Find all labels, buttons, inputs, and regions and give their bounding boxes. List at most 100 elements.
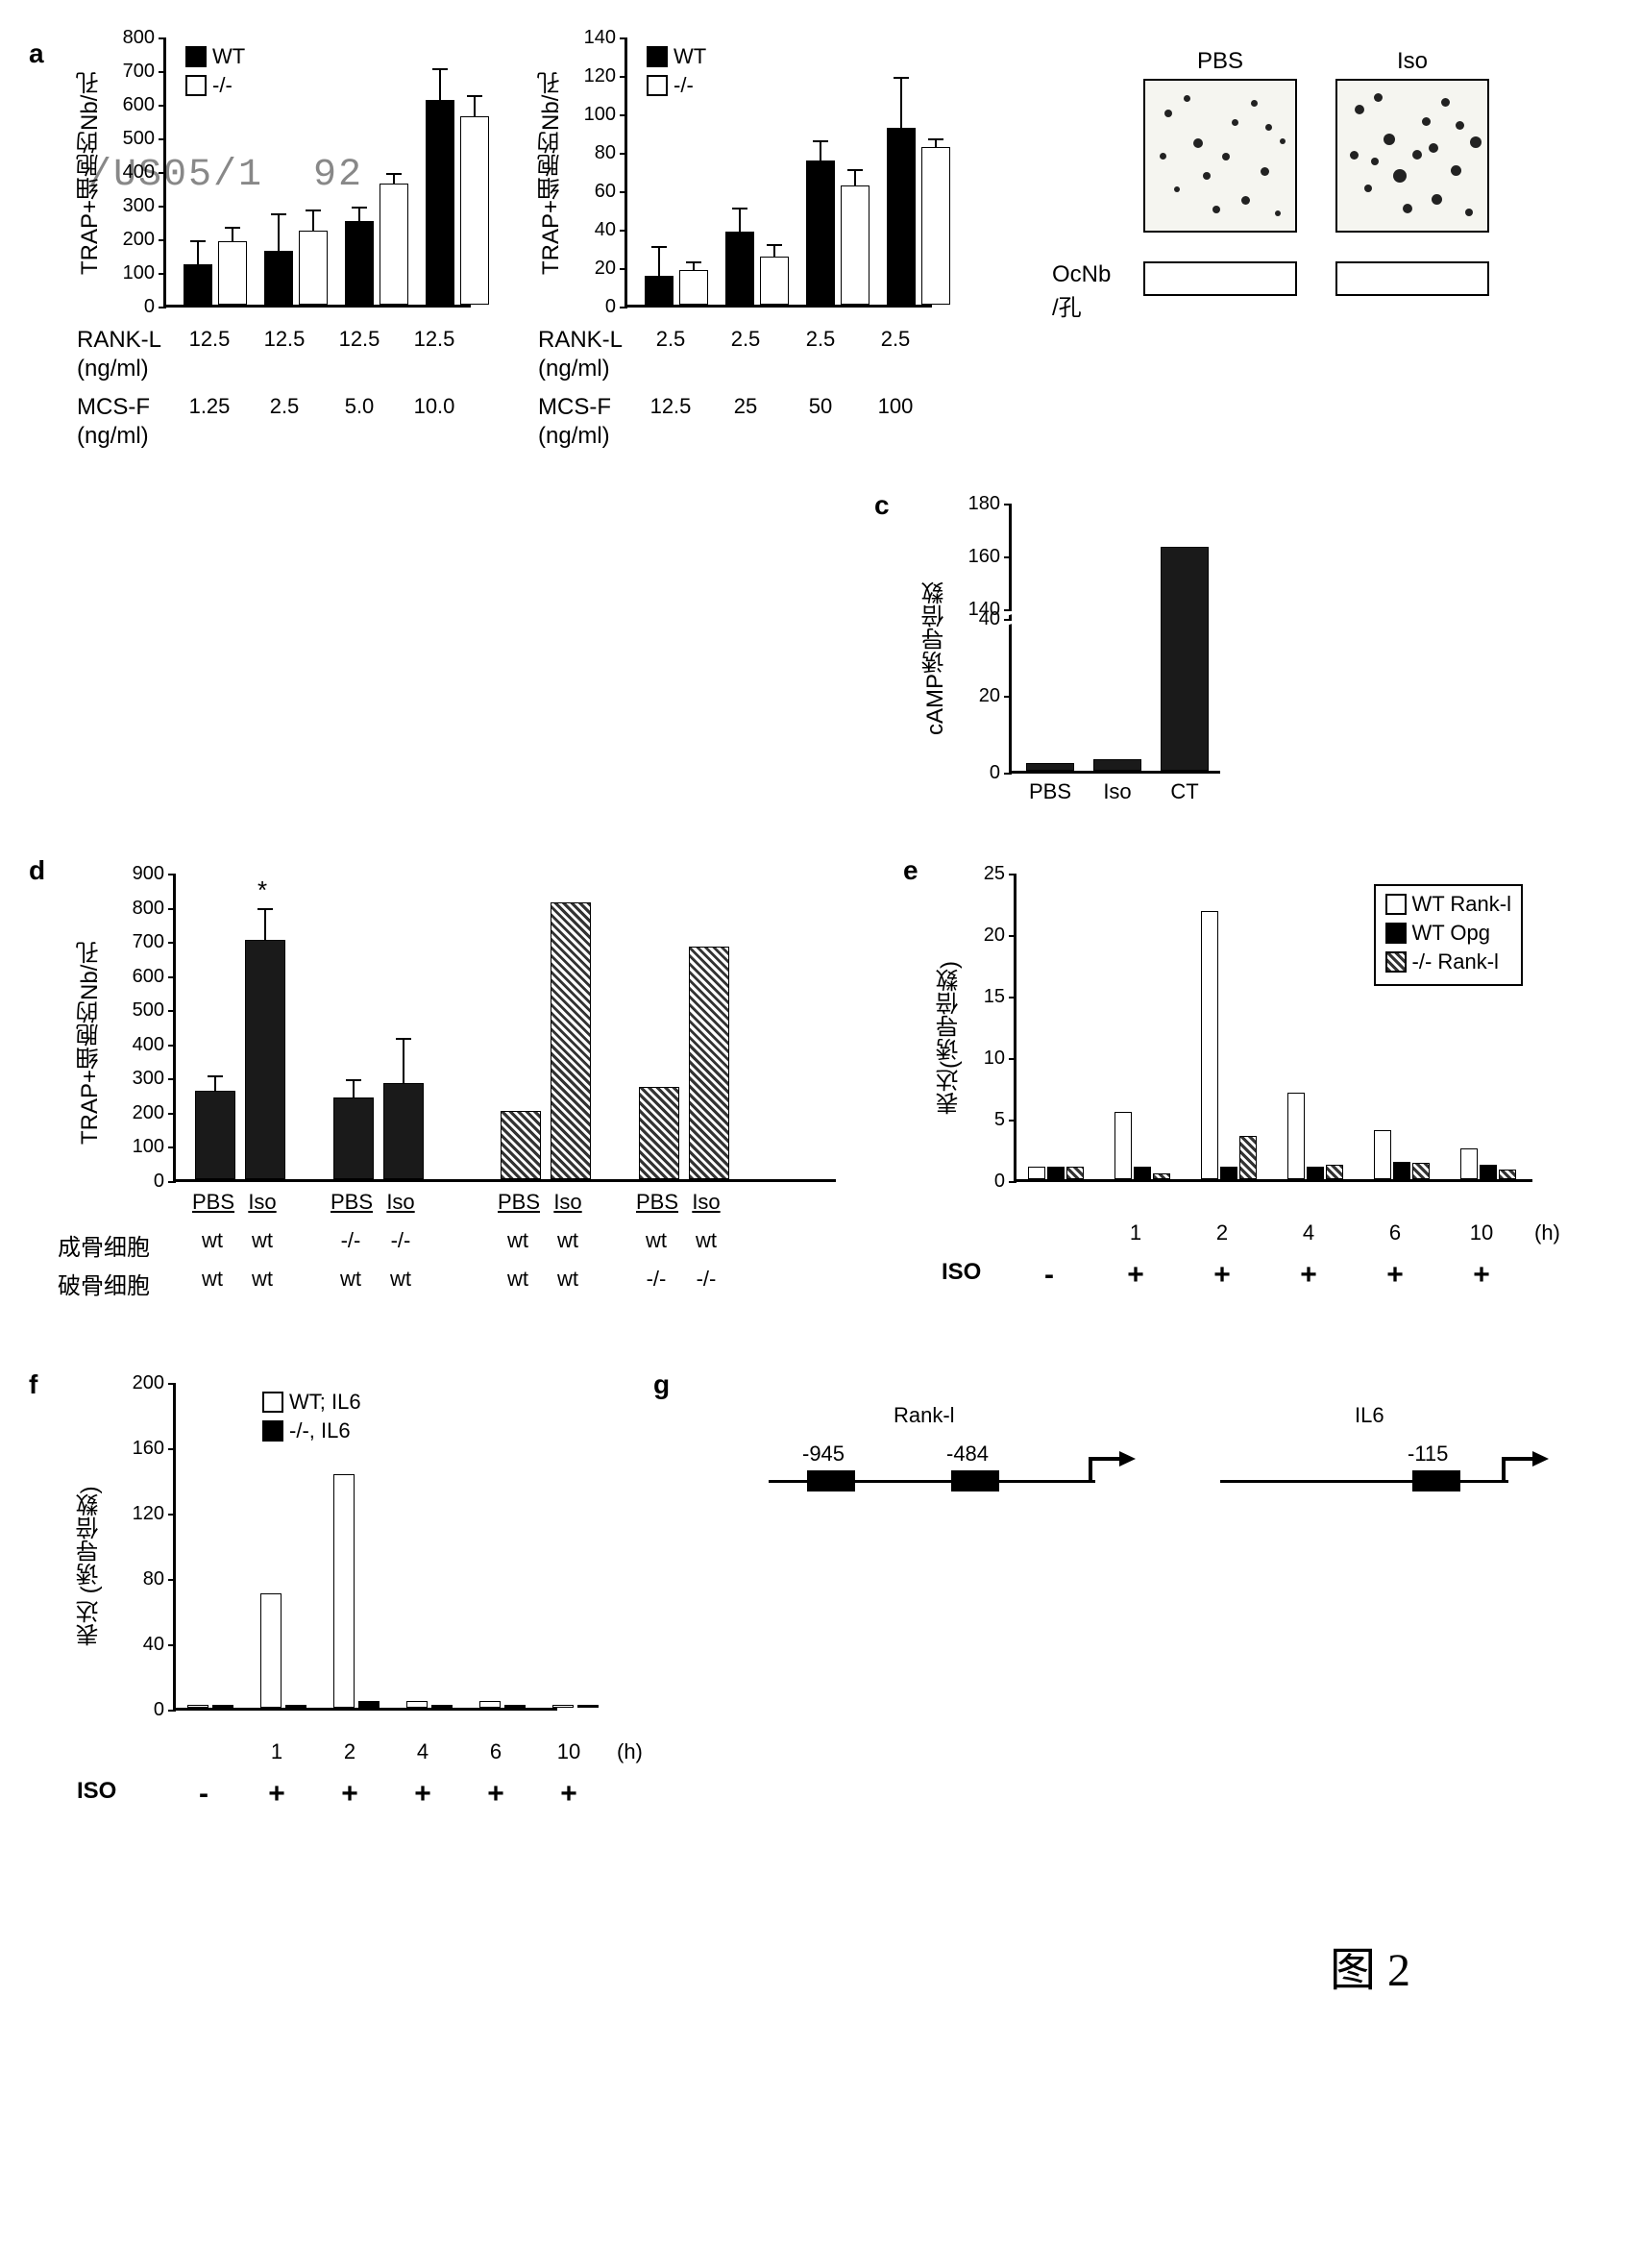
panel-e-label: e xyxy=(903,855,918,886)
bar xyxy=(501,1111,541,1179)
legend-ko-label: -/- xyxy=(212,73,233,98)
rankl-label-1: RANK-L xyxy=(77,327,161,354)
gene-rankl: Rank-l -945 -484 xyxy=(769,1403,1153,1518)
y-tick-label: 20 xyxy=(572,258,616,280)
panel-c: cAMP诱导倍数 04020140160180PBSIsoCT xyxy=(922,495,1249,812)
bar xyxy=(921,147,950,305)
bar xyxy=(1161,547,1209,771)
y-tick-label: 5 xyxy=(961,1109,1005,1131)
bar xyxy=(1499,1170,1516,1179)
panel-e: 表达(诱导倍数) WT Rank-l WT Opg -/- Rank-l 051… xyxy=(937,875,1552,1201)
legend-wt-2: WT xyxy=(647,44,706,69)
y-tick-label: 0 xyxy=(120,1171,164,1193)
panel-d-label: d xyxy=(29,855,45,886)
chart-a2-plot: WT -/- 020406080100120140 xyxy=(625,38,932,308)
legend-e-wtopg: WT Opg xyxy=(1385,921,1512,946)
bar xyxy=(1460,1148,1478,1179)
bar xyxy=(426,100,454,306)
legend-wt-label-2: WT xyxy=(674,44,706,69)
y-tick-label: 160 xyxy=(120,1438,164,1460)
iso-title: Iso xyxy=(1335,48,1489,75)
per-well-label: /孔 xyxy=(1052,288,1082,322)
pbs-title: PBS xyxy=(1143,48,1297,75)
bar xyxy=(679,270,708,305)
y-tick-label: 400 xyxy=(120,1034,164,1056)
bar xyxy=(1153,1173,1170,1179)
legend-e-wtrankl: WT Rank-l xyxy=(1385,892,1512,917)
panel-g-label: g xyxy=(653,1369,670,1400)
bar xyxy=(264,251,293,305)
y-tick-label: 80 xyxy=(120,1568,164,1590)
figure-2-container: /US05/1 92 a TRAP+细胞的Nb/孔 WT -/- 0100200… xyxy=(19,19,1622,2249)
chart-e-plot: WT Rank-l WT Opg -/- Rank-l 0510152025 xyxy=(1014,875,1532,1182)
bar xyxy=(358,1701,380,1708)
bar xyxy=(725,232,754,305)
bar xyxy=(1480,1165,1497,1179)
bar xyxy=(1134,1167,1151,1179)
y-tick-label: 400 xyxy=(110,161,155,184)
y-tick-label: 100 xyxy=(572,104,616,126)
bar xyxy=(1220,1167,1237,1179)
chart-a1-ylabel: TRAP+细胞的Nb/孔 xyxy=(73,48,107,298)
bar xyxy=(184,264,212,305)
rankl-tss-arrow xyxy=(1086,1449,1143,1488)
bar xyxy=(504,1705,526,1708)
oc-label: 破骨细胞 xyxy=(58,1267,150,1300)
bar xyxy=(285,1705,306,1708)
bar xyxy=(887,128,916,305)
legend-wt: WT xyxy=(185,44,245,69)
bar xyxy=(479,1701,501,1708)
legend-e-korankl: -/- Rank-l xyxy=(1385,949,1512,974)
y-tick-label: 300 xyxy=(110,195,155,217)
chart-c-ylabel: cAMP诱导倍数 xyxy=(918,533,952,783)
bar xyxy=(841,185,869,305)
y-tick-label: 800 xyxy=(120,898,164,920)
bar xyxy=(1374,1130,1391,1179)
bar xyxy=(1026,763,1074,771)
bar xyxy=(760,257,789,305)
rankl-label-2: RANK-L xyxy=(538,327,623,354)
legend-f-ko-label: -/-, IL6 xyxy=(289,1418,351,1443)
bar xyxy=(639,1087,679,1179)
legend-e-korankl-label: -/- Rank-l xyxy=(1412,949,1499,974)
il6-site-1 xyxy=(1412,1470,1460,1491)
bar xyxy=(552,1705,574,1708)
chart-a2-ylabel: TRAP+细胞的Nb/孔 xyxy=(534,48,568,298)
bar xyxy=(645,276,674,305)
bar xyxy=(380,184,408,305)
chart-f-ylabel: 表达 (诱导倍数) xyxy=(73,1432,107,1701)
mcsf-unit-2: (ng/ml) xyxy=(538,423,610,450)
bar xyxy=(1201,911,1218,1179)
ocnb-label: OcNb xyxy=(1052,261,1111,288)
bar xyxy=(218,241,247,306)
rankl-unit-1: (ng/ml) xyxy=(77,356,149,382)
bar xyxy=(299,231,328,305)
chart-f-plot: WT; IL6 -/-, IL6 04080120160200 xyxy=(173,1384,557,1711)
legend-wt-label: WT xyxy=(212,44,245,69)
bar xyxy=(1047,1167,1065,1179)
bar xyxy=(383,1083,424,1179)
panel-c-label: c xyxy=(874,490,890,521)
y-tick-label: 140 xyxy=(572,27,616,49)
bar xyxy=(1326,1165,1343,1179)
bar xyxy=(1239,1136,1257,1179)
bar xyxy=(1114,1112,1132,1179)
bar xyxy=(551,902,591,1179)
bar xyxy=(806,160,835,305)
y-tick-label: 60 xyxy=(572,181,616,203)
bar xyxy=(1412,1163,1430,1179)
bar xyxy=(689,947,729,1179)
bar xyxy=(1393,1162,1410,1179)
ocnb-box-pbs xyxy=(1143,261,1297,296)
panel-f: 表达 (诱导倍数) WT; IL6 -/-, IL6 0408012016020… xyxy=(77,1384,576,1730)
bar xyxy=(245,940,285,1179)
rankl-site-1 xyxy=(807,1470,855,1491)
legend-f-wt-label: WT; IL6 xyxy=(289,1390,361,1415)
bar xyxy=(1066,1167,1084,1179)
panel-d: TRAP+细胞的Nb/孔 010020030040050060070080090… xyxy=(77,875,845,1192)
bar xyxy=(187,1705,208,1708)
y-tick-label: 500 xyxy=(110,128,155,150)
panel-f-label: f xyxy=(29,1369,37,1400)
panel-a-chart2: TRAP+细胞的Nb/孔 WT -/- 020406080100120140 xyxy=(538,38,951,308)
panel-a-label: a xyxy=(29,38,44,69)
